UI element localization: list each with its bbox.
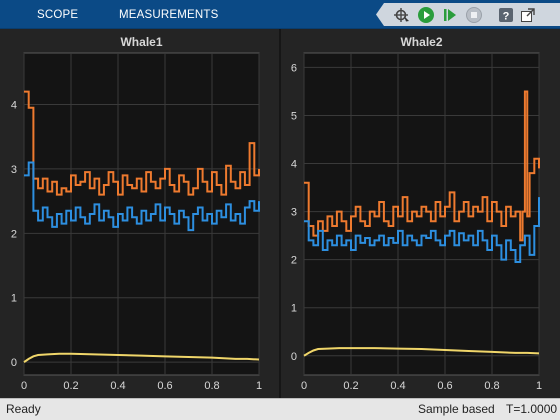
signal-line-1[interactable]	[24, 90, 260, 196]
simulation-time-label: T=1.0000	[506, 402, 558, 416]
signal-line-3[interactable]	[303, 347, 540, 357]
x-tick-label: 0.8	[484, 380, 499, 392]
y-tick-label: 1	[11, 293, 17, 305]
y-tick-label: 2	[11, 228, 17, 240]
y-tick-label: 5	[291, 110, 297, 122]
signal-line-2[interactable]	[24, 161, 260, 232]
x-tick-label: 0	[21, 380, 27, 392]
x-tick-label: 1	[536, 380, 542, 392]
y-tick-label: 3	[11, 164, 17, 176]
signal-line-3[interactable]	[23, 352, 260, 363]
x-tick-label: 0.6	[157, 380, 172, 392]
axes-whale2[interactable]: 0 0.2 0.4 0.6 0.8 1 0 1 2 3 4 5 6 Whale2	[280, 29, 560, 398]
step-forward-icon[interactable]	[440, 5, 460, 25]
stop-icon[interactable]	[464, 5, 484, 25]
y-tick-label: 3	[291, 207, 297, 219]
undock-icon[interactable]	[518, 5, 538, 25]
axes-whale1[interactable]: 0 0.2 0.4 0.6 0.8 1 0 1 2 3 4 Whale1	[0, 29, 280, 398]
y-tick-label: 0	[11, 357, 17, 369]
highlight-signal-icon[interactable]	[392, 5, 412, 25]
help-icon[interactable]: ?	[496, 5, 516, 25]
y-tick-label: 2	[291, 255, 297, 267]
signal-line-2[interactable]	[304, 197, 540, 264]
x-tick-label: 0.6	[437, 380, 452, 392]
y-tick-label: 1	[291, 303, 297, 315]
y-tick-label: 4	[11, 100, 17, 112]
x-tick-label: 0	[301, 380, 307, 392]
toolstrip: SCOPE MEASUREMENTS	[0, 0, 560, 29]
y-tick-label: 4	[291, 159, 297, 171]
x-tick-label: 0.8	[204, 380, 219, 392]
run-icon[interactable]	[416, 5, 436, 25]
x-tick-label: 0.2	[63, 380, 78, 392]
sampling-mode-label: Sample based	[418, 402, 495, 416]
status-bar: Ready Sample based T=1.0000	[0, 398, 560, 420]
y-tick-label: 6	[291, 62, 297, 74]
quick-access-bar: ?	[368, 0, 560, 29]
tab-scope[interactable]: SCOPE	[37, 9, 79, 21]
signal-line-1[interactable]	[304, 90, 540, 242]
axes-title: Whale2	[400, 35, 442, 49]
y-tick-label: 0	[291, 351, 297, 363]
x-tick-label: 0.4	[390, 380, 405, 392]
panel-divider	[279, 29, 281, 398]
x-tick-label: 0.4	[110, 380, 125, 392]
tab-measurements[interactable]: MEASUREMENTS	[119, 9, 219, 21]
x-tick-label: 1	[256, 380, 262, 392]
x-tick-label: 0.2	[343, 380, 358, 392]
status-text: Ready	[6, 402, 41, 416]
svg-text:?: ?	[503, 11, 510, 23]
axes-title: Whale1	[120, 35, 162, 49]
